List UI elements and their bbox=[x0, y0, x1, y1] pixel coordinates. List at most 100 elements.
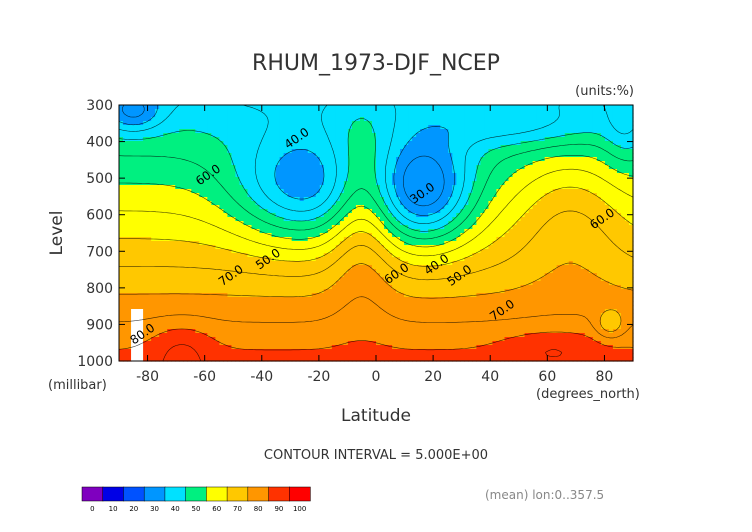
field-cell bbox=[279, 209, 285, 214]
field-cell bbox=[123, 161, 128, 166]
field-cell bbox=[187, 209, 192, 214]
field-cell bbox=[440, 141, 445, 146]
field-cell bbox=[584, 201, 590, 206]
field-cell bbox=[620, 129, 626, 134]
field-cell bbox=[223, 113, 229, 118]
field-cell bbox=[135, 149, 140, 154]
field-cell bbox=[544, 249, 550, 254]
field-cell bbox=[311, 137, 317, 142]
field-cell bbox=[143, 253, 148, 258]
field-cell bbox=[167, 165, 172, 170]
field-cell bbox=[203, 185, 208, 190]
field-cell bbox=[616, 137, 622, 142]
field-cell bbox=[376, 181, 381, 186]
field-cell bbox=[151, 221, 156, 226]
field-cell bbox=[319, 257, 325, 262]
field-cell bbox=[179, 197, 184, 202]
field-cell bbox=[171, 129, 176, 134]
field-cell bbox=[239, 153, 245, 158]
field-cell bbox=[512, 241, 518, 246]
field-cell bbox=[600, 117, 606, 122]
field-cell bbox=[227, 209, 233, 214]
field-cell bbox=[492, 201, 498, 206]
field-cell bbox=[384, 129, 389, 134]
field-cell bbox=[560, 137, 566, 142]
field-cell bbox=[532, 237, 538, 242]
field-cell bbox=[384, 157, 389, 162]
field-cell bbox=[279, 105, 285, 110]
field-cell bbox=[287, 169, 293, 174]
field-cell bbox=[556, 189, 562, 194]
field-cell bbox=[227, 137, 233, 142]
field-cell bbox=[436, 173, 441, 178]
field-cell bbox=[616, 161, 622, 166]
field-cell bbox=[299, 229, 305, 234]
field-cell bbox=[199, 257, 204, 262]
field-cell bbox=[267, 121, 273, 126]
field-cell bbox=[335, 113, 341, 118]
field-cell bbox=[283, 105, 289, 110]
field-cell bbox=[472, 189, 477, 194]
field-cell bbox=[424, 245, 429, 250]
field-cell bbox=[267, 237, 273, 242]
field-cell bbox=[251, 193, 257, 198]
field-cell bbox=[227, 233, 233, 238]
field-cell bbox=[524, 165, 530, 170]
field-cell bbox=[500, 113, 506, 118]
field-cell bbox=[347, 229, 353, 234]
field-cell bbox=[400, 253, 405, 258]
field-cell bbox=[504, 241, 510, 246]
field-cell bbox=[291, 185, 297, 190]
field-cell bbox=[628, 201, 634, 206]
field-cell bbox=[544, 201, 550, 206]
field-cell bbox=[492, 161, 498, 166]
chart-title: RHUM_1973-DJF_NCEP bbox=[252, 51, 500, 76]
field-cell bbox=[604, 245, 610, 250]
field-cell bbox=[488, 253, 494, 258]
field-cell bbox=[151, 225, 156, 230]
field-cell bbox=[616, 173, 622, 178]
field-cell bbox=[404, 225, 409, 230]
field-cell bbox=[376, 141, 381, 146]
field-cell bbox=[468, 245, 473, 250]
field-cell bbox=[271, 161, 277, 166]
field-cell bbox=[388, 125, 393, 130]
field-cell bbox=[384, 133, 389, 138]
field-cell bbox=[548, 181, 554, 186]
field-cell bbox=[500, 133, 506, 138]
field-cell bbox=[199, 213, 204, 218]
field-cell bbox=[524, 117, 530, 122]
field-cell bbox=[119, 201, 124, 206]
field-cell bbox=[179, 153, 184, 158]
field-cell bbox=[283, 221, 289, 226]
field-cell bbox=[528, 181, 534, 186]
field-cell bbox=[392, 229, 397, 234]
field-cell bbox=[536, 129, 542, 134]
field-cell bbox=[351, 253, 357, 258]
field-cell bbox=[516, 225, 522, 230]
field-cell bbox=[608, 113, 614, 118]
field-cell bbox=[380, 241, 385, 246]
field-cell bbox=[355, 185, 361, 190]
field-cell bbox=[367, 181, 373, 186]
field-cell bbox=[191, 161, 196, 166]
field-cell bbox=[191, 241, 196, 246]
field-cell bbox=[456, 249, 461, 254]
field-cell bbox=[167, 125, 172, 130]
field-cell bbox=[243, 217, 249, 222]
field-cell bbox=[239, 165, 245, 170]
field-cell bbox=[319, 133, 325, 138]
field-cell bbox=[456, 105, 461, 110]
field-cell bbox=[564, 253, 570, 258]
field-cell bbox=[211, 145, 216, 150]
field-cell bbox=[239, 197, 245, 202]
field-cell bbox=[584, 245, 590, 250]
field-cell bbox=[319, 233, 325, 238]
field-cell bbox=[307, 133, 313, 138]
field-cell bbox=[444, 145, 449, 150]
field-cell bbox=[367, 225, 373, 230]
field-cell bbox=[568, 213, 574, 218]
field-cell bbox=[295, 121, 301, 126]
field-cell bbox=[331, 221, 337, 226]
field-cell bbox=[432, 113, 437, 118]
